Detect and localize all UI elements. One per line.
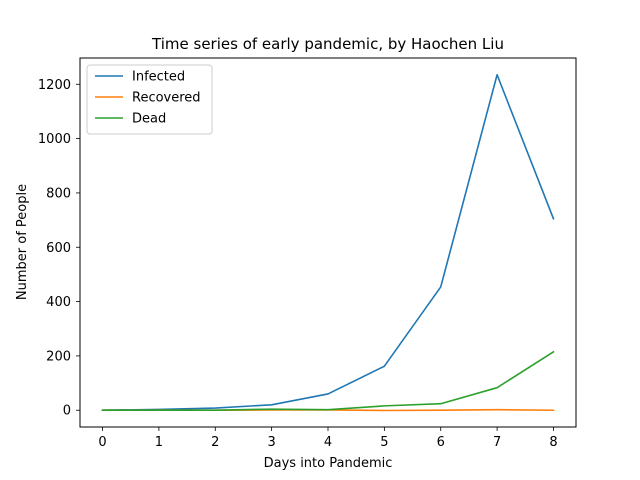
x-axis-ticks: 0 1 2 3 4 5 6 7 8 [98,427,558,450]
x-tick-label: 1 [155,435,163,450]
y-axis-ticks: 0 200 400 600 800 1000 1200 [38,78,80,419]
x-tick-label: 0 [98,435,106,450]
legend-label-dead: Dead [132,112,166,127]
plot-lines [101,73,555,412]
legend-label-recovered: Recovered [132,91,201,106]
x-tick-label: 7 [493,435,501,450]
legend-box [86,64,213,135]
y-tick-label: 0 [63,404,71,419]
y-tick-label: 1000 [38,132,71,147]
legend: Infected Recovered Dead [86,64,213,135]
x-tick-label: 4 [324,435,332,450]
y-tick-label: 1200 [38,78,71,93]
series-line-dead [101,350,555,412]
y-axis-label: Number of People [15,184,30,300]
y-tick-label: 600 [46,241,71,256]
x-tick-label: 8 [549,435,557,450]
y-tick-label: 800 [46,186,71,201]
x-tick-label: 2 [211,435,219,450]
x-tick-label: 6 [437,435,445,450]
legend-label-infected: Infected [132,70,185,85]
x-axis-label: Days into Pandemic [264,456,393,471]
x-tick-label: 3 [267,435,275,450]
y-tick-label: 200 [46,349,71,364]
chart-title: Time series of early pandemic, by Haoche… [151,35,504,53]
x-tick-label: 5 [380,435,388,450]
series-line-infected [101,73,555,412]
y-tick-label: 400 [46,295,71,310]
